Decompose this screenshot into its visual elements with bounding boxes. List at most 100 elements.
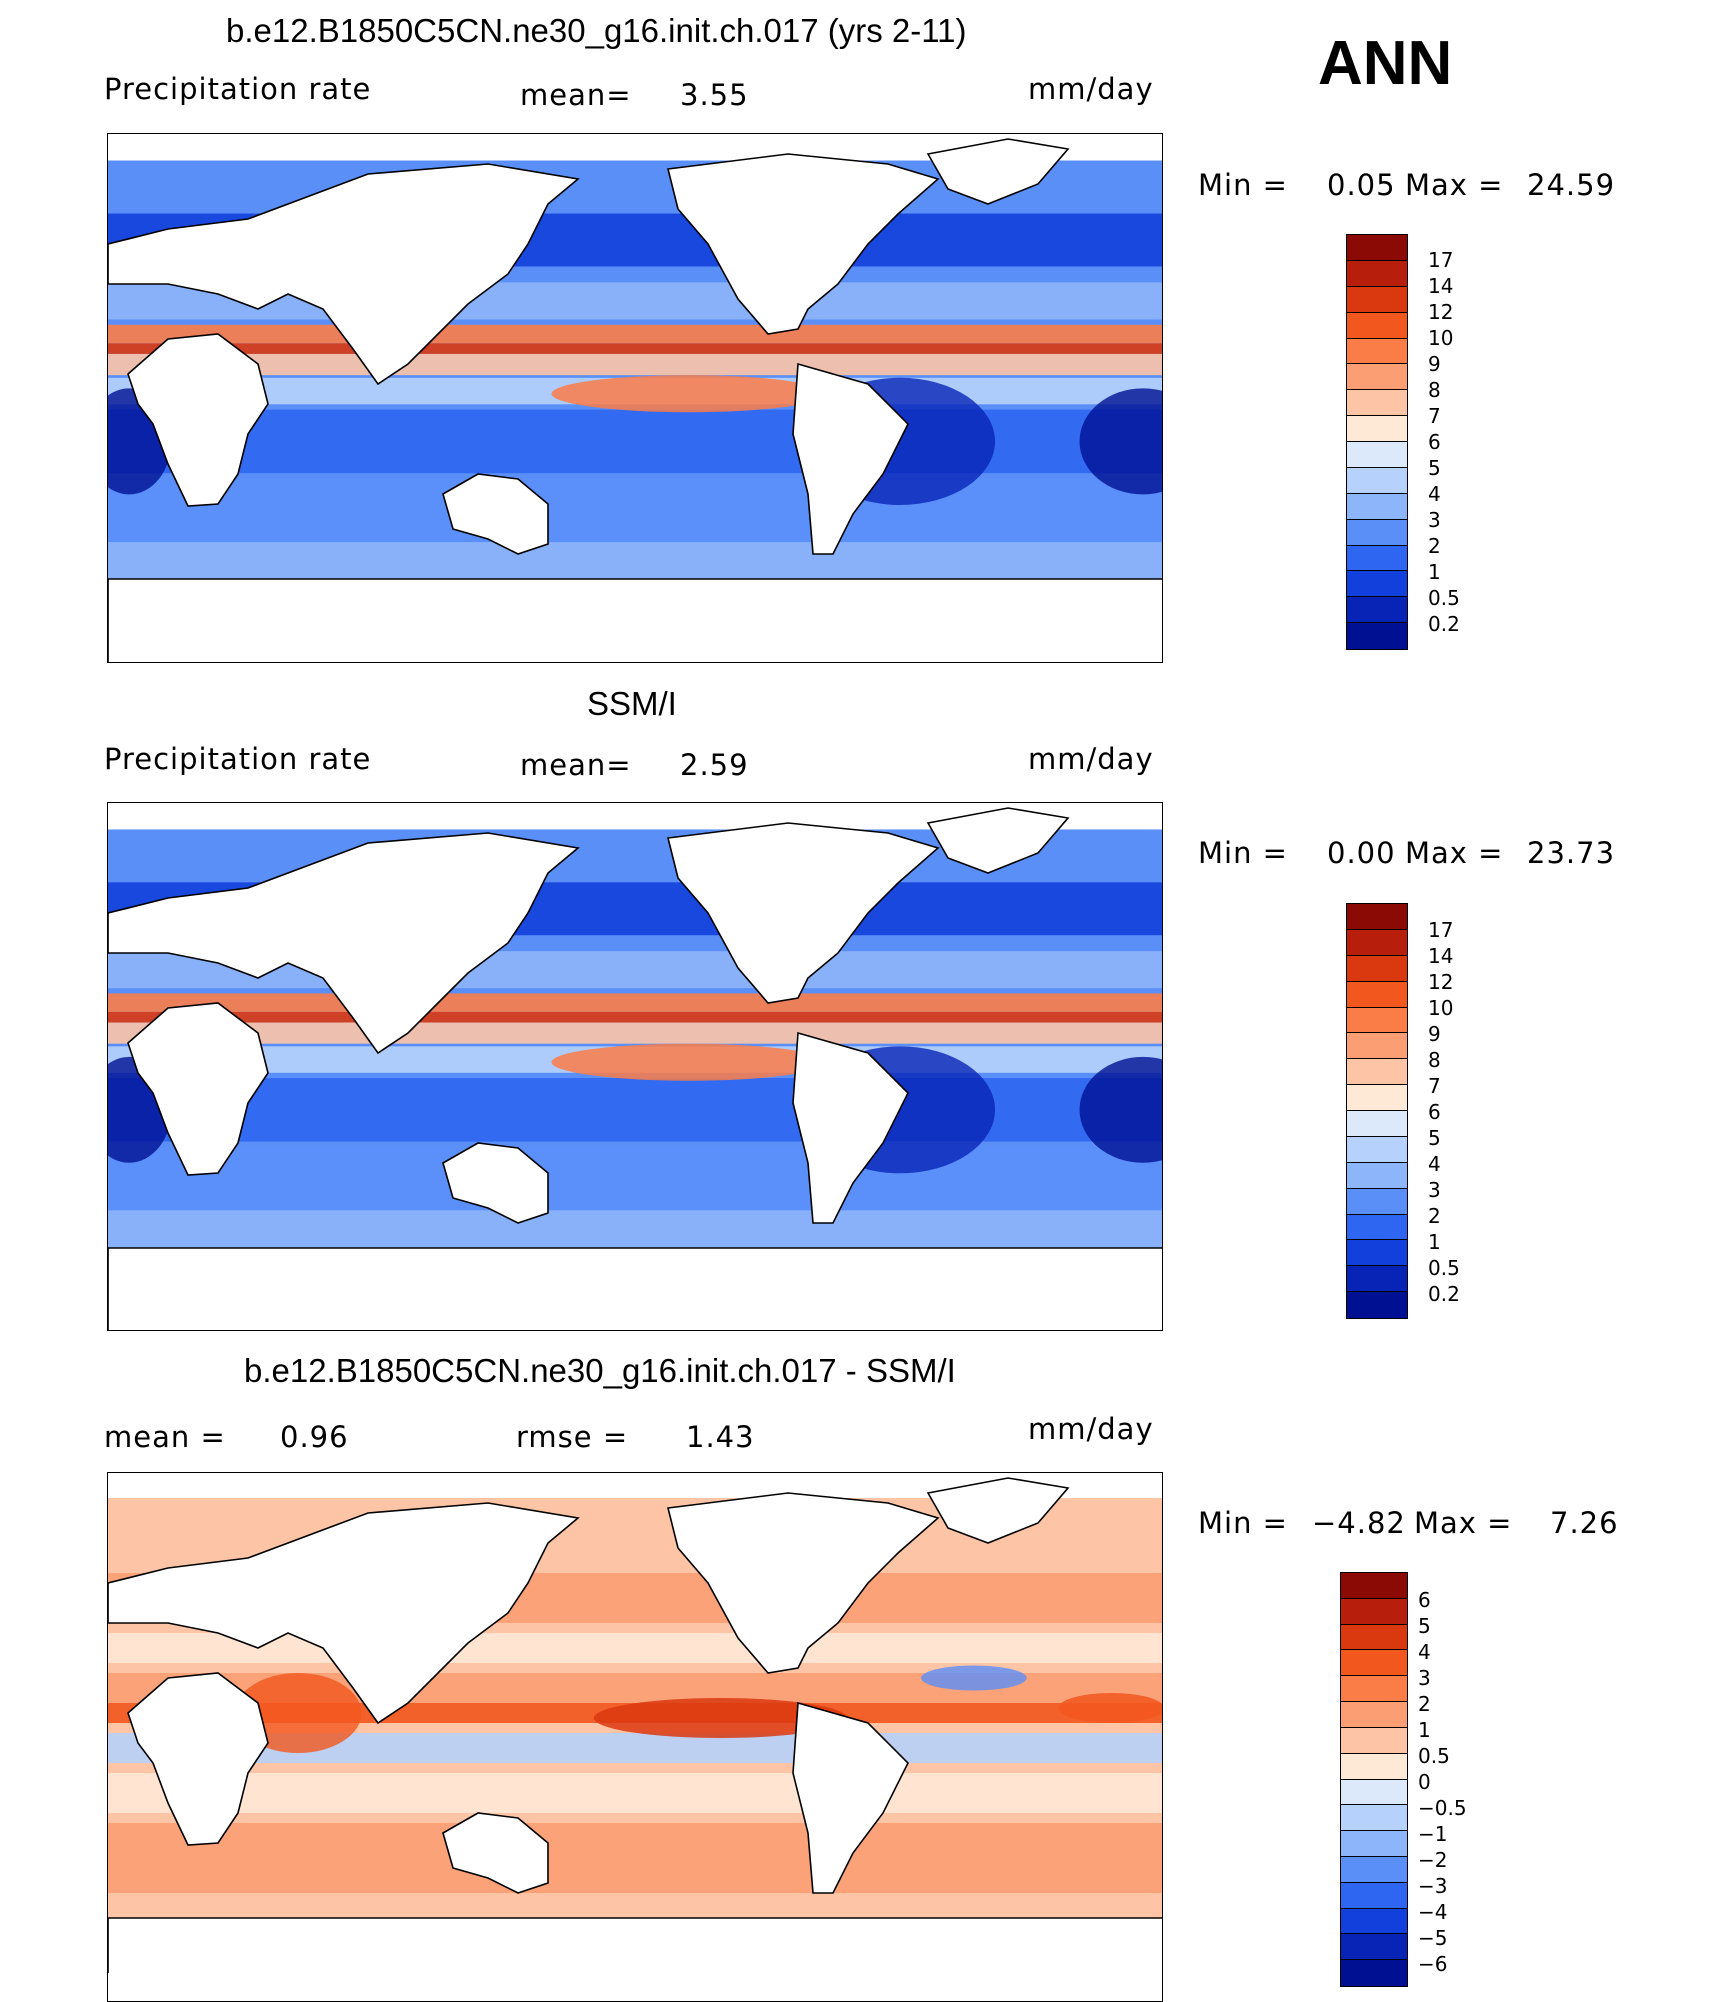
colorbar-tick-label: 17 [1428,248,1454,272]
colorbar-swatch [1341,1805,1407,1832]
colorbar-tick-label: 2 [1428,1204,1441,1228]
land-outline [127,333,269,507]
colorbar-tick-label: 6 [1428,1100,1441,1124]
colorbar-tick-label: −6 [1418,1952,1448,1976]
colorbar-swatch [1341,1624,1407,1651]
colorbar-swatch [1341,1831,1407,1857]
panel2-units: mm/day [1028,742,1154,776]
panel3-rmse-value: 1.43 [686,1420,755,1454]
colorbar-tick-label: 0.2 [1428,612,1460,636]
panel1-min-value: 0.05 [1327,168,1396,202]
land-outline [442,1812,549,1894]
land-outline [108,1917,1162,1973]
land-outline [792,1031,909,1224]
panel1-min-label: Min = [1198,168,1288,202]
land-outline [108,578,1162,662]
colorbar-swatch [1347,1266,1407,1293]
colorbar-swatch [1341,1934,1407,1961]
colorbar-swatch [1347,416,1407,442]
colorbar-swatch [1347,286,1407,313]
colorbar-tick-label: 0.2 [1428,1282,1460,1306]
colorbar-swatch [1347,1033,1407,1060]
panel3-map [107,1472,1163,2002]
colorbar-swatch [1341,1573,1407,1599]
colorbar-tick-label: 12 [1428,970,1454,994]
colorbar-swatch [1347,904,1407,930]
colorbar-tick-label: 7 [1428,1074,1441,1098]
colorbar-tick-label: 8 [1428,378,1441,402]
colorbar-tick-label: 3 [1428,1178,1441,1202]
land-outline [926,1477,1070,1544]
colorbar-swatch [1347,1007,1407,1034]
colorbar-swatch [1341,1650,1407,1677]
panel2-min-label: Min = [1198,836,1288,870]
colorbar-swatch [1347,1214,1407,1241]
panel2-variable-label: Precipitation rate [104,742,372,776]
colorbar-tick-label: 2 [1418,1692,1431,1716]
panel3-min-label: Min = [1198,1506,1288,1540]
colorbar-swatch [1347,929,1407,956]
panel1-variable-label: Precipitation rate [104,72,372,106]
panel1-colorbar [1346,234,1408,650]
colorbar-tick-label: 10 [1428,996,1454,1020]
colorbar-tick-label: 0.5 [1428,1256,1460,1280]
colorbar-tick-label: 14 [1428,274,1454,298]
colorbar-tick-label: 5 [1428,456,1441,480]
panel3-rmse-label: rmse = [516,1420,629,1454]
panel1-mean-value: 3.55 [680,78,749,112]
colorbar-swatch [1347,519,1407,546]
colorbar-swatch [1347,1085,1407,1111]
panel1-mean-label: mean= [520,78,632,112]
colorbar-swatch [1347,1136,1407,1163]
colorbar-swatch [1347,1162,1407,1189]
colorbar-swatch [1347,493,1407,520]
land-outline [127,1672,269,1846]
panel2-map [107,802,1163,1331]
land-outline [792,362,909,555]
colorbar-tick-label: 5 [1428,1126,1441,1150]
colorbar-tick-label: 9 [1428,1022,1441,1046]
panel3-mean-label: mean = [104,1420,226,1454]
panel2-mean-value: 2.59 [680,748,749,782]
panel3-min-value: −4.82 [1312,1506,1406,1540]
colorbar-swatch [1347,364,1407,391]
colorbar-swatch [1347,545,1407,572]
colorbar-swatch [1347,623,1407,649]
colorbar-swatch [1347,1111,1407,1137]
land-outline [442,1142,549,1224]
colorbar-swatch [1347,981,1407,1008]
colorbar-tick-label: 3 [1418,1666,1431,1690]
land-outline [442,473,549,555]
colorbar-tick-label: −5 [1418,1926,1448,1950]
land-outline [108,163,580,386]
colorbar-tick-label: 17 [1428,918,1454,942]
colorbar-swatch [1341,1676,1407,1703]
colorbar-tick-label: 1 [1428,560,1441,584]
colorbar-tick-label: 0.5 [1418,1744,1450,1768]
colorbar-swatch [1347,442,1407,468]
colorbar-tick-label: 2 [1428,534,1441,558]
colorbar-tick-label: −3 [1418,1874,1448,1898]
panel1-title: b.e12.B1850C5CN.ne30_g16.init.ch.017 (yr… [226,12,967,49]
land-outline [108,832,580,1055]
panel3-title: b.e12.B1850C5CN.ne30_g16.init.ch.017 - S… [244,1352,956,1389]
panel3-units: mm/day [1028,1412,1154,1446]
land-outline [792,1701,909,1894]
panel2-max-label: Max = [1405,836,1504,870]
colorbar-tick-label: 6 [1418,1588,1431,1612]
panel2-min-value: 0.00 [1327,836,1396,870]
colorbar-tick-label: −4 [1418,1900,1448,1924]
panel3-colorbar [1340,1572,1408,1987]
land-outline [108,1247,1162,1330]
panel1-units: mm/day [1028,72,1154,106]
colorbar-tick-label: 5 [1418,1614,1431,1638]
panel1-max-label: Max = [1405,168,1504,202]
colorbar-tick-label: 7 [1428,404,1441,428]
land-outline [926,138,1070,205]
land-outline [667,1492,940,1674]
colorbar-swatch [1341,1727,1407,1754]
panel3-max-value: 7.26 [1550,1506,1619,1540]
colorbar-tick-label: 14 [1428,944,1454,968]
colorbar-tick-label: 8 [1428,1048,1441,1072]
colorbar-tick-label: −1 [1418,1822,1448,1846]
